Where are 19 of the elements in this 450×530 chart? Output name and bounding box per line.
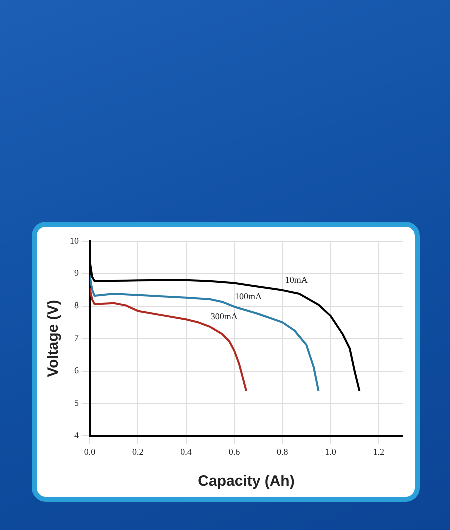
y-tick-label: 7 (74, 333, 80, 344)
x-tick-label: 0.0 (84, 446, 96, 457)
x-tick-label: 0.8 (276, 446, 289, 457)
x-tick-label: 0.2 (132, 446, 144, 457)
x-axis-title: Capacity (Ah) (198, 473, 295, 490)
series-label: 10mA (285, 274, 308, 285)
y-tick-label: 10 (70, 236, 80, 246)
y-tick-label: 5 (74, 398, 80, 408)
y-tick-label: 4 (74, 430, 80, 441)
series-label: 300mA (210, 311, 238, 322)
x-tick-label: 0.4 (180, 446, 192, 457)
x-tick-label: 1.0 (325, 446, 337, 457)
series-label: 100mA (234, 291, 262, 302)
y-tick-label: 8 (74, 300, 80, 311)
x-tick-label: 1.2 (373, 446, 385, 457)
x-tick-label: 0.6 (228, 446, 241, 457)
y-axis-title: Voltage (V) (45, 300, 62, 378)
y-tick-label: 6 (74, 366, 80, 376)
y-tick-label: 9 (74, 268, 80, 278)
